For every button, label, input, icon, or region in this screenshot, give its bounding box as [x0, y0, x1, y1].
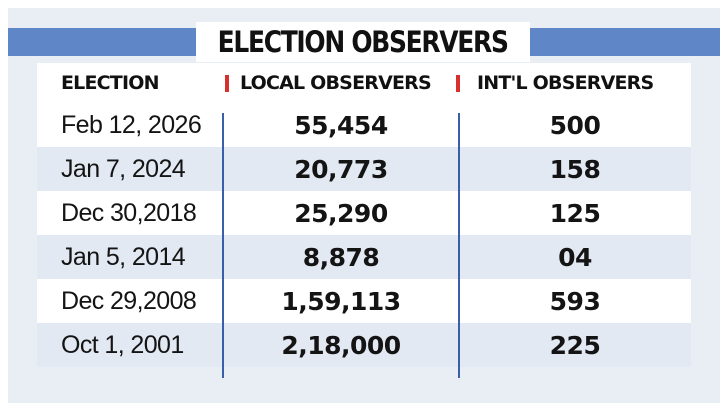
table-header: ELECTION LOCAL OBSERVERS INT'L OBSERVERS: [37, 63, 691, 103]
table-row: Dec 30,2018 25,290 125: [37, 191, 691, 235]
intl-observers-value: 158: [549, 154, 601, 184]
intl-observers-value: 593: [549, 286, 601, 316]
table-row: Dec 29,2008 1,59,113 593: [37, 279, 691, 323]
local-observers-value: 1,59,113: [281, 286, 401, 316]
header-election: ELECTION: [61, 72, 160, 94]
election-date: Dec 30,2018: [61, 198, 197, 227]
local-observers-value: 8,878: [302, 242, 380, 272]
column-divider: [458, 113, 460, 378]
election-date: Jan 5, 2014: [61, 242, 186, 271]
table-row: Jan 7, 2024 20,773 158: [37, 147, 691, 191]
election-date: Feb 12, 2026: [61, 110, 202, 139]
intl-observers-value: 225: [549, 330, 601, 360]
election-date: Dec 29,2008: [61, 286, 197, 315]
page-title: ELECTION OBSERVERS: [217, 25, 509, 59]
election-date: Jan 7, 2024: [61, 154, 186, 183]
table-row: Jan 5, 2014 8,878 04: [37, 235, 691, 279]
column-divider: [222, 113, 224, 378]
local-observers-value: 20,773: [294, 154, 388, 184]
local-observers-value: 2,18,000: [281, 330, 401, 360]
table-row: Feb 12, 2026 55,454 500: [37, 103, 691, 147]
header-intl-observers: INT'L OBSERVERS: [477, 72, 654, 94]
local-observers-value: 25,290: [294, 198, 388, 228]
intl-observers-value: 04: [558, 242, 592, 272]
local-observers-value: 55,454: [294, 110, 388, 140]
header-separator: [456, 75, 460, 92]
header-separator: [225, 75, 229, 92]
intl-observers-value: 125: [549, 198, 601, 228]
intl-observers-value: 500: [549, 110, 601, 140]
election-date: Oct 1, 2001: [61, 330, 184, 359]
table-row: Oct 1, 2001 2,18,000 225: [37, 323, 691, 367]
header-local-observers: LOCAL OBSERVERS: [240, 72, 432, 94]
title-box: ELECTION OBSERVERS: [196, 22, 530, 62]
observers-table: ELECTION LOCAL OBSERVERS INT'L OBSERVERS…: [37, 63, 691, 367]
